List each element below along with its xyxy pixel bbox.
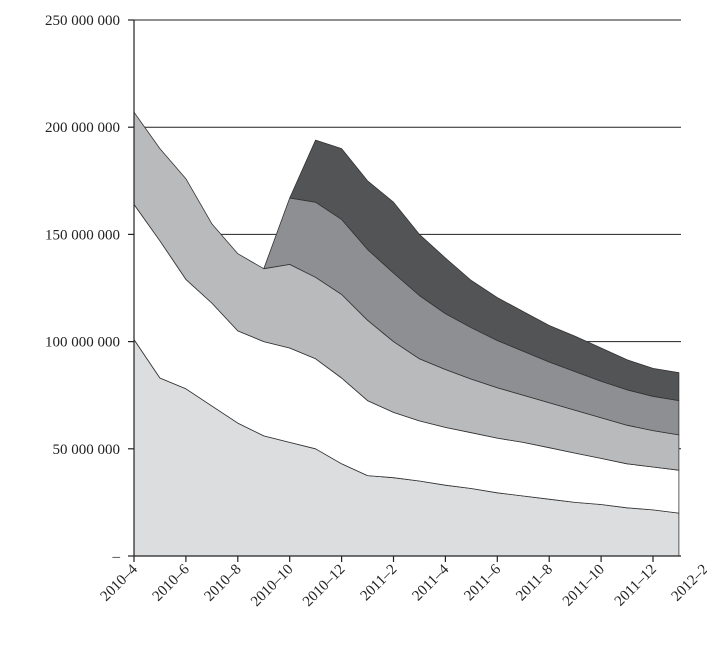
x-tick-label: 2010–12 <box>300 562 348 610</box>
y-tick-label: 200 000 000 <box>45 120 120 136</box>
x-tick-label: 2010–4 <box>98 561 141 604</box>
area-series-5 <box>289 139 680 402</box>
x-tick-label: 2011–8 <box>513 562 556 605</box>
x-tick-label: 2010–6 <box>150 561 193 604</box>
y-tick-label: 150 000 000 <box>45 227 120 243</box>
y-tick-label: 50 000 000 <box>53 442 121 458</box>
y-tick-label: 100 000 000 <box>45 335 120 351</box>
x-tick-label: 2010–8 <box>201 562 244 605</box>
x-tick-label: 2011–4 <box>409 561 452 604</box>
x-tick-label: 2011–12 <box>612 562 660 610</box>
x-tick-label: 2010–10 <box>248 562 296 610</box>
x-tick-label: 2011–10 <box>560 562 608 610</box>
y-tick-label: – <box>112 549 121 565</box>
x-tick-label: 2011–2 <box>358 562 401 605</box>
x-tick-label: 2011–6 <box>461 561 504 604</box>
area-series <box>134 111 680 557</box>
x-tick-label: 2012–2 <box>669 562 707 605</box>
y-tick-label: 250 000 000 <box>45 13 120 29</box>
axes <box>128 19 681 562</box>
